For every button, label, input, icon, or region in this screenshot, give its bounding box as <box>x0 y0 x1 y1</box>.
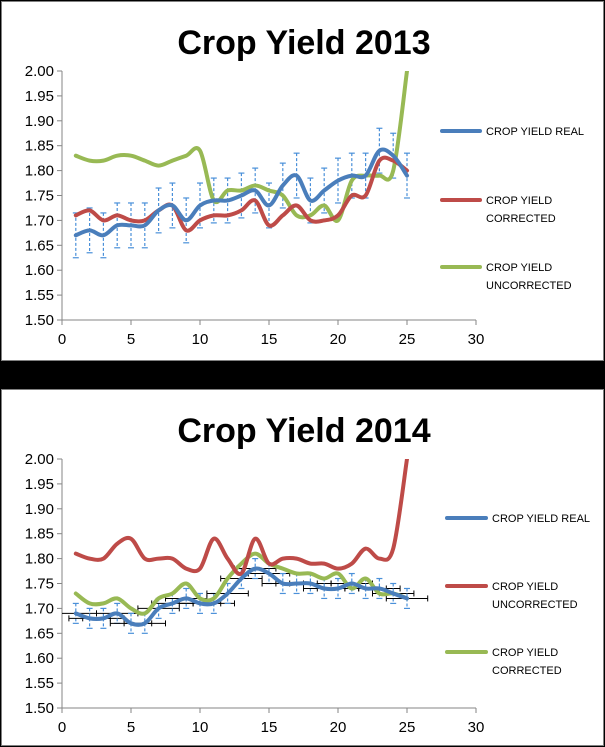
legend-label: CORRECTED <box>492 665 562 677</box>
y-tick-label: 2.00 <box>25 451 54 468</box>
y-tick-label: 1.60 <box>25 650 54 667</box>
chart-2014: Crop Yield 2014 1.50 1.55 1.60 1.65 1.70 1.75… <box>25 412 590 736</box>
y-tick-label: 1.80 <box>25 551 54 568</box>
y-tick-label: 1.75 <box>25 576 54 593</box>
y-tick-label: 1.50 <box>25 700 54 717</box>
y-tick-label: 1.90 <box>25 501 54 518</box>
x-tick-label: 10 <box>192 331 209 348</box>
x-tick-label: 30 <box>468 719 485 736</box>
legend-label: CROP YIELD REAL <box>486 126 584 138</box>
y-tick-label: 1.55 <box>25 675 54 692</box>
y-tick-label: 1.95 <box>25 88 54 105</box>
legend-label: CROP YIELD <box>492 581 558 593</box>
x-tick-label: 10 <box>192 719 209 736</box>
legend-label: CROP YIELD <box>486 262 552 274</box>
legend-label: CROP YIELD <box>492 647 558 659</box>
x-tick-label: 5 <box>127 719 135 736</box>
chart-panel-2013: Crop Yield 2013 1.50 1.55 1.60 1.65 1.70 1.75… <box>1 1 604 361</box>
series-line-2 <box>73 155 409 233</box>
y-tick-label: 1.85 <box>25 138 54 155</box>
y-tick-label: 1.90 <box>25 113 54 130</box>
x-tick-label: 0 <box>58 719 66 736</box>
x-tick-label: 15 <box>261 331 278 348</box>
chart-title: Crop Yield 2013 <box>177 24 430 62</box>
x-tick-label: 30 <box>468 331 485 348</box>
x-tick-label: 15 <box>261 719 278 736</box>
x-tick-label: 20 <box>330 719 347 736</box>
x-tick-label: 20 <box>330 331 347 348</box>
y-tick-label: 1.70 <box>25 212 54 229</box>
series-line-1 <box>73 566 409 627</box>
y-tick-label: 1.65 <box>25 237 54 254</box>
legend-label: UNCORRECTED <box>486 280 572 292</box>
y-tick-label: 1.80 <box>25 163 54 180</box>
error-bars-1 <box>72 127 410 259</box>
chart-panel-2014: Crop Yield 2014 1.50 1.55 1.60 1.65 1.70 1.75… <box>1 389 604 746</box>
chart-2013: Crop Yield 2013 1.50 1.55 1.60 1.65 1.70 1.75… <box>25 24 584 348</box>
y-tick-label: 1.70 <box>25 600 54 617</box>
legend-label: CROP YIELD REAL <box>492 513 590 525</box>
y-tick-label: 1.85 <box>25 526 54 543</box>
y-tick-label: 1.55 <box>25 287 54 304</box>
x-tick-label: 5 <box>127 331 135 348</box>
legend-label: CROP YIELD <box>486 195 552 207</box>
series-line-2 <box>73 459 409 577</box>
legend-label: UNCORRECTED <box>492 599 578 611</box>
series-line-3 <box>73 551 409 616</box>
error-bars-1 <box>62 558 429 634</box>
y-tick-label: 1.50 <box>25 312 54 329</box>
x-tick-label: 0 <box>58 331 66 348</box>
y-tick-label: 1.75 <box>25 188 54 205</box>
chart-title: Crop Yield 2014 <box>177 412 430 450</box>
y-tick-label: 1.65 <box>25 625 54 642</box>
y-tick-label: 2.00 <box>25 63 54 80</box>
y-tick-label: 1.60 <box>25 262 54 279</box>
x-tick-label: 25 <box>399 719 416 736</box>
x-tick-label: 25 <box>399 331 416 348</box>
legend-label: CORRECTED <box>486 213 556 225</box>
series-line-1 <box>73 147 409 238</box>
y-tick-label: 1.95 <box>25 476 54 493</box>
